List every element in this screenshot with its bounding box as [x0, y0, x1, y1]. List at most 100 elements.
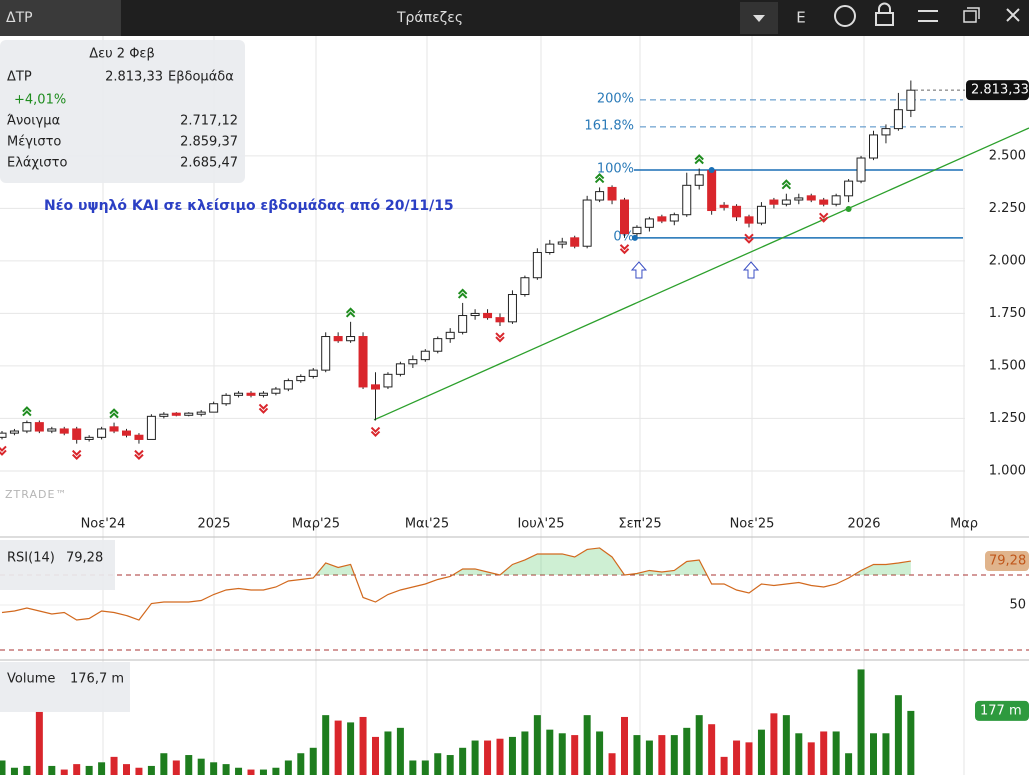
restore-icon[interactable] — [963, 10, 977, 23]
tab-label[interactable]: ΔΤΡ — [6, 10, 33, 26]
volume-bar — [471, 740, 479, 775]
info-date: Δευ 2 Φεβ — [89, 47, 155, 62]
signal-up — [594, 173, 605, 184]
candle-body — [146, 415, 156, 440]
rsi-tag — [985, 551, 1029, 572]
candle-body — [781, 199, 791, 205]
volume-bar — [110, 756, 118, 775]
candle-body — [134, 434, 144, 440]
volume-bar — [135, 767, 143, 775]
y-tick-label: 1.500 — [989, 358, 1026, 373]
candle-body — [644, 218, 654, 228]
volume-bar — [347, 722, 355, 775]
candle-body — [507, 294, 517, 323]
candle-body — [9, 430, 19, 434]
signal-up — [345, 307, 356, 318]
candle-body — [283, 380, 293, 390]
candle-body — [234, 392, 244, 396]
volume-bar — [309, 747, 317, 775]
candle-body — [171, 412, 181, 416]
volume-bar — [708, 724, 716, 775]
info-symbol: ΔΤΡ — [7, 70, 32, 85]
y-tick-label: 1.000 — [989, 463, 1026, 478]
x-tick-label: 2025 — [197, 517, 230, 532]
volume-bar — [247, 769, 255, 775]
volume-bar — [459, 747, 467, 775]
candle-body — [383, 373, 393, 388]
y-tick-label: 1.250 — [989, 411, 1026, 426]
candle-body — [856, 157, 866, 182]
candle-body — [595, 191, 605, 201]
volume-label-box — [0, 662, 130, 712]
rsi-value: 79,28 — [66, 551, 103, 566]
candle-body — [607, 186, 617, 201]
volume-bar — [621, 716, 628, 775]
candle-body — [682, 184, 692, 216]
candle-body — [159, 413, 169, 417]
close-icon[interactable] — [1006, 8, 1020, 22]
volume-bar — [720, 756, 728, 775]
quote-icon[interactable] — [834, 5, 856, 27]
rsi-name: RSI(14) — [7, 551, 55, 566]
candle-body — [22, 422, 32, 432]
candle-body — [483, 312, 493, 319]
volume-bar — [235, 767, 243, 775]
trend-point — [845, 206, 852, 212]
volume-bar — [770, 713, 778, 775]
candle-body — [246, 392, 256, 396]
candle-body — [296, 375, 306, 382]
volume-bar — [558, 733, 566, 775]
candle-body — [844, 180, 854, 197]
fib-anchor — [708, 166, 715, 173]
volume-bar — [10, 767, 18, 775]
volume-bar — [645, 740, 653, 775]
candle-body — [408, 359, 418, 365]
info-value: 2.859,37 — [180, 135, 238, 150]
signal-down — [258, 403, 269, 414]
tab[interactable] — [0, 0, 121, 36]
grid: Νοε'24 2025 Μαρ'25 Μαι'25 Ιουλ'25 Σεπ'25 Νοε'2… — [0, 36, 1026, 775]
candle-body — [819, 199, 829, 205]
trendline — [373, 127, 1029, 421]
menu-letter[interactable]: E — [796, 9, 805, 27]
candle-body — [570, 237, 580, 247]
candle-body — [196, 411, 206, 415]
volume-bar — [284, 760, 292, 775]
candle-body — [620, 199, 629, 235]
menu-icon[interactable] — [918, 10, 938, 22]
x-tick-label: Ιουλ'25 — [517, 517, 564, 532]
last-price-label: 2.813,33 — [971, 83, 1029, 98]
x-tick-label: Μαρ'25 — [292, 517, 340, 532]
volume-bar — [123, 764, 130, 775]
volume-bar — [757, 729, 765, 775]
volume-bar — [596, 731, 604, 775]
volume-bar — [421, 760, 429, 775]
volume-bar — [733, 740, 741, 775]
volume-bar — [334, 720, 342, 775]
signal-down — [134, 449, 144, 461]
volume-bar — [297, 753, 305, 775]
x-tick-label: Νοε'25 — [730, 517, 775, 532]
lock-icon[interactable] — [875, 12, 894, 26]
info-period: Εβδομάδα — [168, 70, 234, 85]
lock-shackle — [878, 2, 891, 13]
candle-body — [756, 205, 766, 224]
volume-bar — [384, 731, 392, 775]
volume-bar — [372, 736, 379, 775]
annotation: Νέο υψηλό ΚΑΙ σε κλείσιμο εβδομάδας από … — [44, 198, 454, 214]
candle-body — [445, 331, 455, 340]
rsi-tick-label: 50 — [1009, 598, 1026, 613]
candle-body — [719, 204, 729, 208]
candle-body — [333, 336, 343, 342]
volume-bar — [484, 740, 492, 775]
volume-bar — [222, 764, 230, 775]
signal-down — [744, 233, 754, 244]
info-box — [0, 40, 245, 183]
signal-down — [818, 212, 829, 223]
volume-bar — [359, 716, 367, 775]
fib-label: 161.8% — [584, 118, 634, 133]
volume-bar — [894, 695, 902, 775]
candle-body — [0, 432, 7, 438]
candle-body — [395, 363, 405, 375]
up-arrow — [742, 261, 760, 279]
